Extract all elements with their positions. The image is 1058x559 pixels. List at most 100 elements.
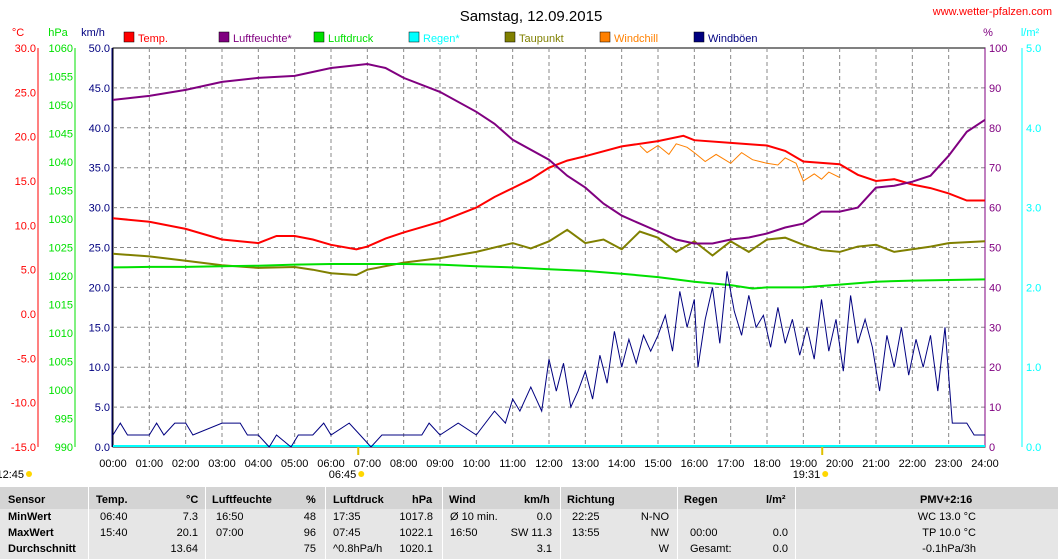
x-tick-label: 05:00	[281, 458, 309, 470]
table-cell-press-time: ^0.8hPa/h	[333, 543, 383, 555]
x-tick-label: 08:00	[390, 458, 418, 470]
temp-axis-tick: 0.0	[21, 309, 36, 321]
header-temp: Temp.	[96, 494, 128, 506]
wind-axis-tick: 20.0	[89, 282, 110, 294]
sun-icon	[26, 471, 32, 477]
table-cell-wind-time: Ø 10 min.	[450, 511, 498, 523]
sun-icon	[822, 471, 829, 477]
rain-axis-tick: 4.0	[1026, 123, 1041, 135]
x-tick-label: 01:00	[136, 458, 164, 470]
x-tick-label: 09:00	[426, 458, 454, 470]
x-tick-label: 15:00	[644, 458, 672, 470]
table-cell-wind-val: 0.0	[536, 511, 552, 523]
pressure-axis-tick: 1055	[49, 72, 73, 84]
pressure-axis-unit: hPa	[48, 27, 68, 39]
weather-chart: Samstag, 12.09.2015 30.0 25.0 20.0 15.0 10.0…	[0, 8, 1041, 481]
legend-label: Luftdruck	[328, 33, 374, 45]
sun-marker-label: 12:45	[0, 469, 24, 481]
table-cell-wind-val: SW 11.3	[510, 527, 552, 539]
stats-table: Sensor Temp. °C Luftfeuchte % Luftdruck …	[0, 487, 1058, 559]
x-tick-label: 03:00	[208, 458, 236, 470]
humidity-axis-tick: 40	[989, 282, 1001, 294]
legend-swatch	[123, 31, 135, 43]
humidity-axis-tick: 80	[989, 123, 1001, 135]
table-cell-press-val: 1022.1	[399, 527, 433, 539]
humidity-axis-unit: %	[983, 27, 993, 39]
chart-axes: 30.0 25.0 20.0 15.0 10.0 5.0 0.0 -5.0 -10.0 -15.0…	[11, 27, 1041, 454]
legend-swatch	[218, 31, 230, 43]
header-pressure-unit: hPa	[412, 494, 433, 506]
pressure-axis-tick: 1060	[49, 43, 73, 55]
legend-label: Windböen	[708, 33, 758, 45]
x-tick-label: 10:00	[463, 458, 491, 470]
table-cell-label: Durchschnitt	[8, 543, 76, 555]
table-cell-wind-time: 16:50	[450, 527, 478, 539]
series-line-windben	[112, 271, 985, 448]
rain-axis-tick: 3.0	[1026, 203, 1041, 215]
table-header-row	[0, 487, 1058, 509]
header-temp-unit: °C	[186, 494, 199, 506]
x-tick-label: 16:00	[681, 458, 709, 470]
table-cell-rain-time: 00:00	[690, 527, 718, 539]
sun-icon	[358, 471, 365, 477]
temp-axis-tick: 10.0	[15, 220, 36, 232]
sun-marker-label: 06:45	[329, 469, 357, 481]
legend-swatch	[408, 31, 420, 43]
header-wind-unit: km/h	[524, 494, 550, 506]
legend-label: Windchill	[614, 33, 658, 45]
table-cell-dir-time: 13:55	[572, 527, 600, 539]
rain-axis-tick: 2.0	[1026, 282, 1041, 294]
table-cell-press-val: 1017.8	[399, 511, 433, 523]
table-cell-temp-val: 20.1	[176, 527, 198, 539]
x-tick-label: 12:00	[535, 458, 563, 470]
temp-axis-tick: 30.0	[15, 43, 36, 55]
pressure-axis-tick: 1015	[49, 300, 73, 312]
table-cell-label: MaxWert	[8, 527, 54, 539]
wind-axis-tick: 30.0	[89, 203, 110, 215]
table-cell-rain-val: 0.0	[772, 527, 788, 539]
rain-axis-tick: 1.0	[1026, 362, 1041, 374]
legend-label: Luftfeuchte*	[233, 33, 292, 45]
wind-axis-tick: 15.0	[89, 322, 110, 334]
x-axis-labels: 00:00 01:00 02:00 03:00 04:00 05:00 06:00 07:00…	[99, 458, 999, 470]
table-cell-temp-val: 13.64	[170, 543, 198, 555]
temp-axis-tick: 25.0	[15, 87, 36, 99]
x-tick-label: 06:00	[317, 458, 345, 470]
wind-axis-tick: 35.0	[89, 163, 110, 175]
humidity-axis-tick: 50	[989, 243, 1001, 255]
x-tick-label: 22:00	[899, 458, 927, 470]
pressure-axis-tick: 990	[55, 442, 73, 454]
humidity-axis-tick: 10	[989, 402, 1001, 414]
temp-axis-tick: -5.0	[17, 353, 36, 365]
sun-marker-label: 19:31	[793, 469, 821, 481]
pressure-axis-tick: 995	[55, 414, 73, 426]
table-cell-hum-val: 96	[303, 527, 316, 539]
table-cell-press-time: 17:35	[333, 511, 361, 523]
temp-axis-unit: °C	[12, 27, 24, 39]
humidity-axis-tick: 0	[989, 442, 995, 454]
table-cell-hum-time: 07:00	[216, 527, 244, 539]
series-line-temp	[112, 134, 985, 251]
table-cell-hum-time: 16:50	[216, 511, 244, 523]
series-line-windchill	[639, 143, 840, 182]
x-tick-label: 20:00	[826, 458, 854, 470]
site-url: www.wetter-pfalzen.com	[932, 6, 1052, 18]
temp-axis-tick: -10.0	[11, 398, 36, 410]
table-cell-hum-val: 48	[303, 511, 316, 523]
temp-axis-tick: -15.0	[11, 442, 36, 454]
table-cell-press-val: 1020.1	[399, 543, 433, 555]
pressure-axis-tick: 1000	[49, 385, 73, 397]
x-tick-label: 23:00	[935, 458, 963, 470]
x-tick-label: 18:00	[753, 458, 781, 470]
temp-axis-tick: 15.0	[15, 176, 36, 188]
header-direction: Richtung	[567, 494, 615, 506]
legend-swatch	[693, 31, 705, 43]
x-tick-label: 19:00	[790, 458, 818, 470]
table-cell-temp-time: 15:40	[100, 527, 128, 539]
header-wind: Wind	[449, 494, 476, 506]
header-pmv: PMV+2:16	[920, 494, 973, 506]
header-rain-unit: l/m²	[766, 494, 786, 506]
table-cell-dir-val: NW	[650, 527, 669, 539]
pressure-axis-tick: 1035	[49, 186, 73, 198]
x-tick-label: 00:00	[99, 458, 127, 470]
